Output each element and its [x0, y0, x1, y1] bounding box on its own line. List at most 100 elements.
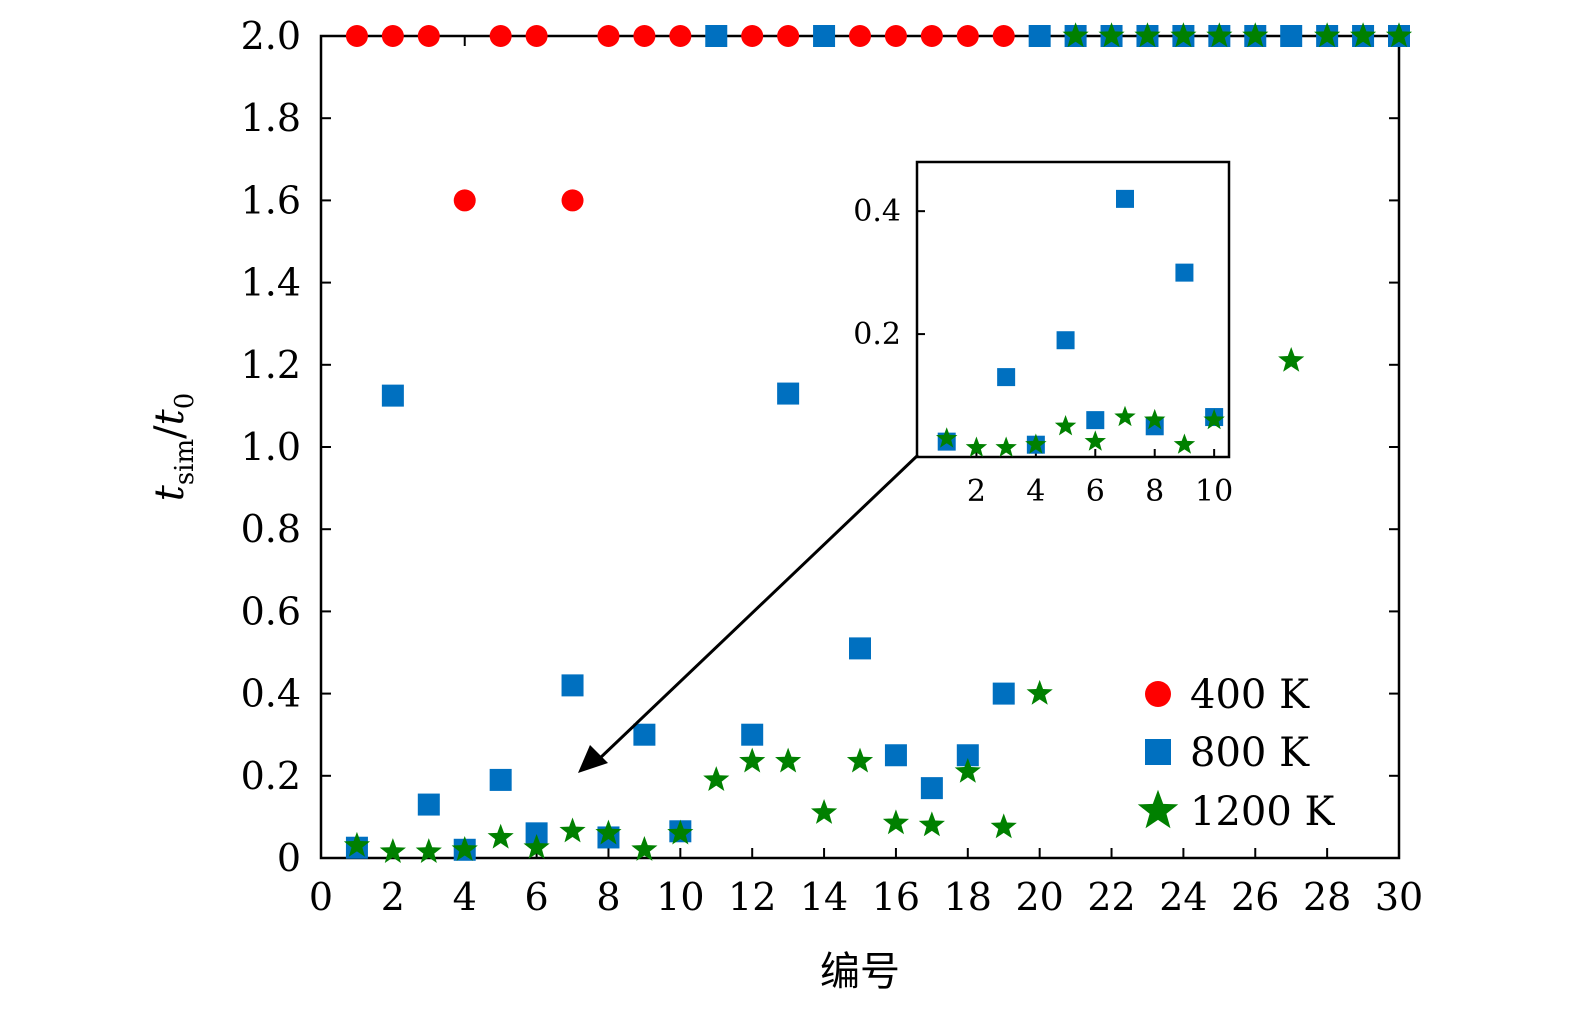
star-point [918, 811, 945, 837]
x-tick-label: 16 [872, 875, 920, 919]
x-tick-label: 20 [1015, 875, 1063, 919]
star-point [1206, 22, 1233, 48]
x-tick-label: 6 [525, 875, 549, 919]
star-point [451, 836, 478, 861]
inset-series-1200-k [936, 405, 1225, 457]
inset-star-point [1173, 433, 1196, 454]
inset-star-point [936, 427, 958, 448]
inset-star-point [1144, 408, 1166, 430]
inset-star-point [1203, 408, 1225, 430]
star-point [559, 817, 586, 843]
square-point [777, 382, 800, 405]
square-point [813, 25, 836, 47]
legend: 400 K 800 K 1200 K [1137, 672, 1336, 835]
square-point [884, 744, 907, 767]
star-point [379, 838, 406, 863]
x-tick-label: 18 [944, 875, 992, 919]
square-point [417, 793, 440, 816]
star-point [343, 831, 371, 857]
y-tick-label: 0.4 [241, 672, 301, 716]
inset-star-point [965, 436, 988, 457]
star-point [1278, 346, 1305, 372]
zoom-arrow-head [578, 745, 608, 773]
square-point [849, 637, 871, 660]
star-point [775, 747, 802, 773]
legend-item: 800 K [1145, 730, 1310, 776]
legend-label: 1200 K [1190, 789, 1336, 835]
square-point [1280, 25, 1303, 47]
star-point [1134, 22, 1161, 48]
y-axis-title-base2: t [147, 408, 193, 425]
star-point [810, 799, 838, 824]
star-point [667, 819, 694, 845]
circle-point [453, 189, 476, 212]
circle-point [597, 25, 620, 47]
inset-star-point [1084, 430, 1106, 451]
x-tick-label: 4 [453, 875, 477, 919]
x-tick-label: 0 [309, 875, 333, 919]
legend-square-icon [1145, 739, 1171, 765]
circle-point [417, 25, 440, 47]
star-point [954, 757, 981, 783]
x-tick-label: 14 [800, 875, 848, 919]
inset-plot-frame [915, 160, 1231, 459]
star-point [415, 838, 442, 863]
x-tick-label: 10 [656, 875, 704, 919]
star-point [1314, 22, 1341, 48]
square-point [489, 768, 512, 791]
square-point [561, 674, 584, 697]
star-point [1385, 22, 1413, 48]
inset-x-tick-label: 8 [1145, 474, 1164, 509]
square-point [992, 682, 1015, 705]
inset-x-tick-label: 4 [1026, 474, 1045, 509]
inset-square-point [1116, 189, 1134, 208]
y-tick-label: 1.6 [241, 178, 301, 222]
y-axis-title-sub2: 0 [170, 393, 200, 410]
y-tick-label: 2.0 [241, 14, 301, 58]
legend-item: 400 K [1145, 672, 1310, 718]
x-tick-label: 22 [1087, 875, 1135, 919]
circle-point [992, 25, 1015, 47]
inset-x-tick-label: 2 [967, 474, 986, 509]
inset-y-tick-label: 0.2 [853, 317, 901, 352]
star-point [1170, 22, 1197, 48]
square-point [525, 822, 548, 845]
star-point [1242, 22, 1269, 48]
x-axis-title: 编号 [820, 949, 900, 995]
star-point [703, 766, 730, 792]
x-tick-label: 8 [596, 875, 620, 919]
inset-star-point [1025, 433, 1047, 454]
circle-point [849, 25, 871, 47]
square-point [741, 723, 764, 746]
x-tick-label: 30 [1375, 875, 1423, 919]
series-1200-k [343, 22, 1413, 863]
star-point [990, 813, 1017, 839]
star-point [846, 747, 874, 773]
inset-y-tick-label: 0.4 [853, 194, 901, 229]
legend-label: 800 K [1190, 730, 1310, 776]
star-point [487, 823, 514, 849]
circle-point [920, 25, 943, 47]
inset-star-point [1114, 405, 1136, 427]
circle-point [777, 25, 800, 47]
y-axis-title-sep: / [147, 425, 193, 439]
legend-circle-icon [1145, 681, 1171, 707]
y-tick-label: 1.2 [241, 343, 301, 387]
y-tick-label: 0.2 [241, 754, 301, 798]
y-tick-label: 1.0 [241, 425, 301, 469]
legend-star-icon [1137, 789, 1179, 829]
inset-square-point [997, 368, 1016, 387]
x-tick-label: 28 [1303, 875, 1351, 919]
circle-point [525, 25, 548, 47]
circle-point [345, 25, 368, 47]
square-point [381, 384, 404, 407]
y-axis-title: tsim/t0 [147, 393, 200, 502]
circle-point [489, 25, 512, 47]
star-point [739, 747, 766, 773]
legend-item: 1200 K [1137, 789, 1336, 835]
circle-point [956, 25, 979, 47]
inset-square-point [1175, 263, 1194, 282]
y-tick-label: 0.6 [241, 589, 301, 633]
square-point [705, 25, 728, 47]
